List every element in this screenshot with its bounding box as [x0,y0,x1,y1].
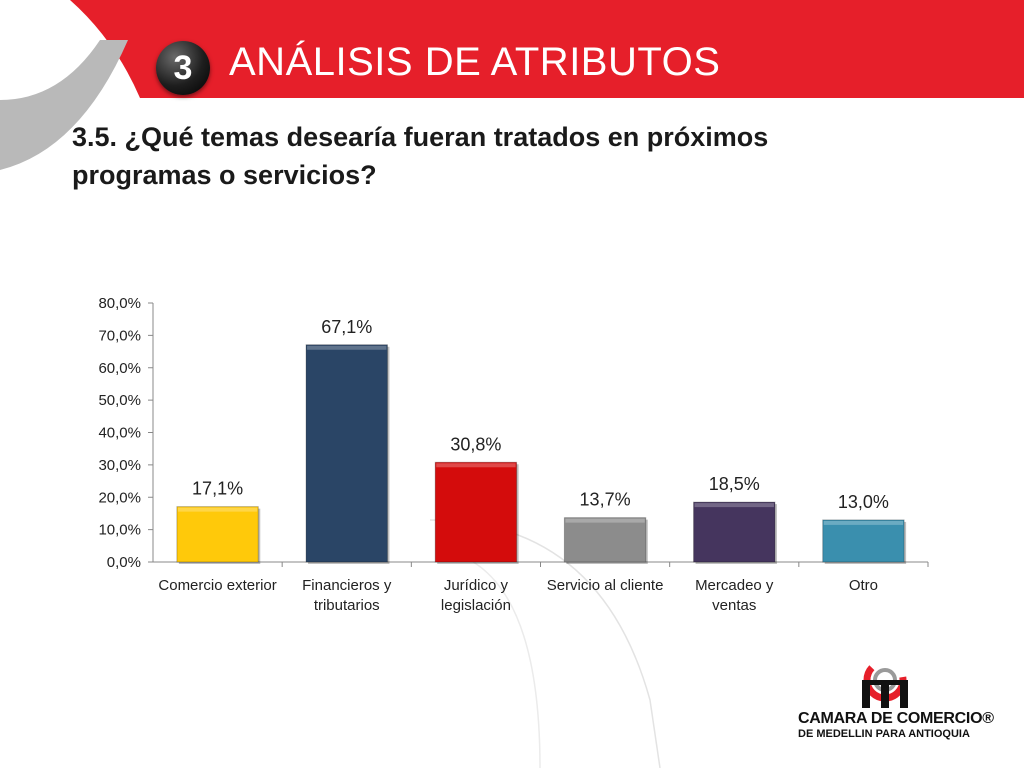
data-label: 17,1% [192,479,243,499]
y-tick-label: 0,0% [107,554,141,571]
x-tick-label: Jurídico y [444,577,509,594]
data-label: 13,0% [838,492,889,512]
y-tick-label: 20,0% [98,489,141,506]
bar-highlight [177,507,258,512]
y-tick-label: 40,0% [98,425,141,442]
logo-text-line2: DE MEDELLIN PARA ANTIOQUIA [798,728,970,740]
question-title: 3.5. ¿Qué temas desearía fueran tratados… [72,122,769,190]
data-label: 30,8% [450,434,501,454]
y-tick-label: 30,0% [98,457,141,474]
bar [693,501,776,563]
bar [563,517,647,563]
bar [434,461,518,563]
data-label: 67,1% [321,317,372,337]
bar [305,344,388,563]
data-label: 13,7% [580,490,631,510]
logo-text-line1: CAMARA DE COMERCIO® [798,710,994,727]
bar-highlight [694,503,774,508]
camara-comercio-logo: CAMARA DE COMERCIO® DE MEDELLIN PARA ANT… [798,660,998,740]
x-tick-label: Comercio exterior [158,577,276,594]
bar-highlight [823,520,904,525]
gray-arc [0,40,128,170]
y-tick-label: 70,0% [98,327,141,344]
header-title: ANÁLISIS DE ATRIBUTOS [229,40,721,84]
x-tick-label: legislación [441,597,511,614]
x-tick-label: Financieros y [302,577,392,594]
y-tick-label: 50,0% [98,392,141,409]
x-tick-label: Mercadeo y [695,577,774,594]
bar [176,506,259,563]
data-label: 18,5% [709,474,760,494]
x-tick-label: Otro [849,577,878,594]
y-tick-label: 80,0% [98,295,141,312]
x-tick-label: ventas [712,597,756,614]
section-number-badge: 3 [156,41,210,95]
logo-mark [862,660,908,708]
bar-highlight [307,345,387,350]
bar-highlight [565,518,645,523]
bar-highlight [436,463,516,468]
bar [822,519,905,563]
x-tick-label: tributarios [314,597,380,614]
header-band [70,0,1024,98]
y-tick-label: 60,0% [98,360,141,377]
x-tick-label: Servicio al cliente [547,577,664,594]
y-tick-label: 10,0% [98,522,141,539]
